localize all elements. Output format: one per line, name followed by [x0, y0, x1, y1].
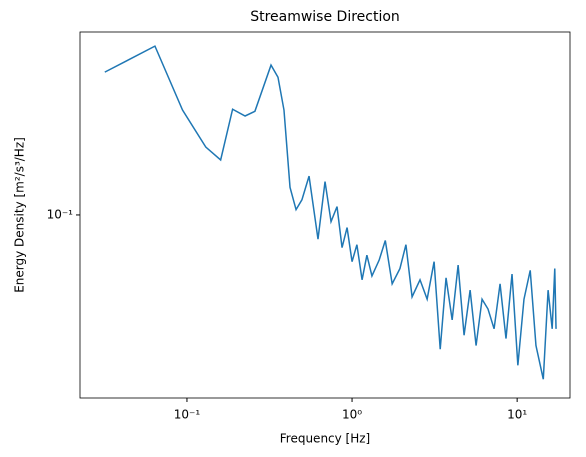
x-tick-label: 10¹: [507, 408, 527, 422]
x-tick-label: 10⁰: [342, 408, 362, 422]
line: [104, 45, 557, 380]
y-tick-label: 10⁻¹: [47, 207, 74, 221]
x-axis-label: Frequency [Hz]: [280, 432, 371, 446]
plot-frame: [79, 31, 571, 399]
chart-title: Streamwise Direction: [250, 9, 400, 25]
x-tick-label: 10⁻¹: [174, 408, 201, 422]
y-axis-label: Energy Density [m²/s³/Hz]: [13, 137, 27, 293]
